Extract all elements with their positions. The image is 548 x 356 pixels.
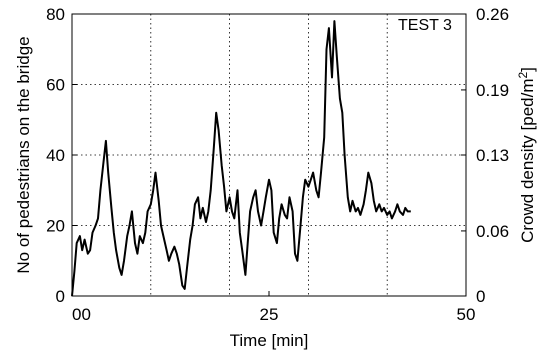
- y-axis-label-right-end: ]: [518, 67, 537, 72]
- y-axis-label-right: Crowd density [ped/m2]: [516, 67, 537, 243]
- y-left-tick-label: 80: [46, 5, 65, 24]
- axis-ticks: 0 20 40 60 80 0 0.06 0.13 0.19 0.26 00 25 50: [46, 5, 509, 324]
- y-right-tick-label: 0: [476, 287, 485, 306]
- y-right-tick-label: 0.26: [476, 5, 509, 24]
- x-tick-label: 50: [457, 305, 476, 324]
- y-axis-label-right-main: Crowd density [ped/m: [518, 79, 537, 243]
- x-tick-label: 00: [72, 305, 91, 324]
- y-axis-label-right-sup: 2: [516, 72, 530, 79]
- series-line: [71, 20, 411, 297]
- test-annotation: TEST 3: [398, 17, 452, 34]
- y-axis-label-left: No of pedestrians on the bridge: [14, 36, 33, 273]
- y-right-tick-label: 0.19: [476, 81, 509, 100]
- y-left-tick-label: 20: [46, 217, 65, 236]
- x-axis-label: Time [min]: [230, 331, 309, 350]
- y-right-tick-label: 0.06: [476, 222, 509, 241]
- y-left-tick-label: 0: [56, 287, 65, 306]
- y-right-tick-label: 0.13: [476, 146, 509, 165]
- grid: [72, 14, 466, 296]
- y-left-tick-label: 40: [46, 146, 65, 165]
- y-left-tick-label: 60: [46, 76, 65, 95]
- x-tick-label: 25: [260, 305, 279, 324]
